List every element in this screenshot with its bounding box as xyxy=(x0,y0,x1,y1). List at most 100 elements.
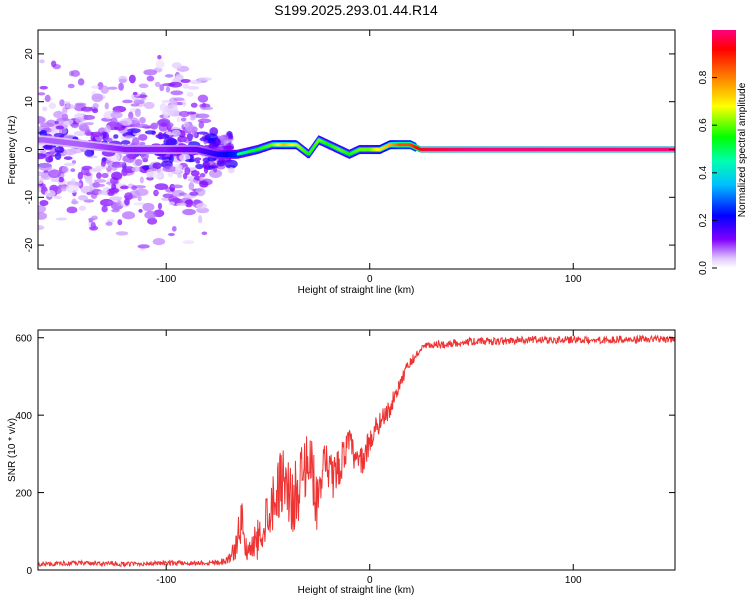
snr-line xyxy=(38,334,675,568)
noise-blob xyxy=(97,190,108,195)
noise-blob xyxy=(121,211,136,220)
noise-blob xyxy=(166,122,174,128)
noise-blob xyxy=(191,130,198,138)
noise-blob xyxy=(42,106,48,112)
noise-blob xyxy=(63,101,71,105)
snr-x-label: Height of straight line (km) xyxy=(298,585,415,596)
noise-blob xyxy=(107,86,118,90)
y-tick-label: 20 xyxy=(24,48,35,60)
noise-blob xyxy=(63,156,73,160)
noise-blob xyxy=(96,172,102,179)
noise-blob xyxy=(61,166,69,173)
noise-blob xyxy=(162,165,177,172)
noise-blob xyxy=(197,94,209,103)
noise-blob xyxy=(84,149,95,157)
noise-blob xyxy=(120,140,131,145)
noise-blob xyxy=(122,99,133,104)
noise-blob xyxy=(186,133,193,142)
noise-blob xyxy=(200,106,214,111)
spectrogram-heatmap xyxy=(38,54,675,251)
noise-blob xyxy=(38,92,46,96)
x-tick-label: 100 xyxy=(565,575,582,586)
noise-blob xyxy=(168,81,183,88)
noise-blob xyxy=(48,102,57,110)
noise-blob xyxy=(44,190,56,198)
noise-blob xyxy=(173,97,185,102)
noise-blob xyxy=(53,110,64,119)
noise-blob xyxy=(85,172,92,177)
noise-blob xyxy=(160,122,168,127)
y-tick-label: -10 xyxy=(24,190,35,205)
noise-blob xyxy=(188,182,195,191)
noise-blob xyxy=(168,154,174,164)
noise-blob xyxy=(48,169,62,179)
noise-blob xyxy=(165,86,171,93)
noise-blob xyxy=(134,108,141,118)
noise-blob xyxy=(171,129,181,137)
noise-blob xyxy=(88,217,96,221)
noise-blob xyxy=(149,124,156,129)
noise-blob xyxy=(134,123,149,129)
noise-blob xyxy=(162,193,174,199)
noise-blob xyxy=(101,172,109,179)
spectrogram-y-label: Frequency (Hz) xyxy=(7,116,18,185)
noise-blob xyxy=(195,163,204,170)
noise-blob xyxy=(204,133,218,142)
noise-blob xyxy=(207,165,219,169)
noise-blob xyxy=(108,187,120,193)
noise-blob xyxy=(120,185,129,190)
noise-blob xyxy=(197,215,203,224)
noise-blob xyxy=(113,134,119,139)
noise-blob xyxy=(121,168,128,177)
noise-blob xyxy=(50,60,57,68)
noise-blob xyxy=(78,124,90,132)
noise-blob xyxy=(39,59,45,64)
noise-blob xyxy=(57,119,64,126)
noise-blob xyxy=(168,232,175,237)
chart-title: S199.2025.293.01.44.R14 xyxy=(274,2,438,18)
noise-blob xyxy=(195,160,201,164)
noise-blob xyxy=(131,166,141,172)
noise-blob xyxy=(175,165,181,173)
noise-blob xyxy=(38,153,47,160)
noise-blob xyxy=(190,116,196,121)
noise-blob xyxy=(131,185,138,191)
noise-blob xyxy=(64,104,76,109)
noise-blob xyxy=(190,102,198,108)
colorbar-tick-label: 0.2 xyxy=(698,213,709,227)
noise-blob xyxy=(203,164,209,174)
noise-blob xyxy=(48,155,54,162)
noise-blob xyxy=(197,131,209,135)
noise-blob xyxy=(134,188,149,197)
noise-blob xyxy=(180,117,187,122)
noise-blob xyxy=(93,179,107,183)
x-tick-label: -100 xyxy=(156,274,176,285)
noise-blob xyxy=(167,171,173,178)
noise-blob xyxy=(157,131,163,140)
colorbar-ticks: 0.0 0.2 0.4 0.6 0.8 xyxy=(698,70,717,275)
noise-blob xyxy=(171,225,177,232)
noise-blob xyxy=(161,197,171,201)
noise-blob xyxy=(54,195,62,200)
noise-blob xyxy=(139,176,144,184)
noise-blob xyxy=(97,183,105,187)
noise-blob xyxy=(91,131,103,138)
noise-blob xyxy=(228,135,234,140)
noise-blob xyxy=(90,222,96,230)
noise-blob xyxy=(208,143,215,149)
noise-blob xyxy=(178,110,190,118)
noise-blob xyxy=(104,125,111,134)
noise-blob xyxy=(55,217,68,221)
noise-blob xyxy=(107,200,116,205)
noise-blob xyxy=(177,173,183,179)
colorbar-tick-label: 0.8 xyxy=(698,70,709,84)
noise-blob xyxy=(154,183,169,190)
noise-blob xyxy=(124,192,133,201)
noise-blob xyxy=(81,114,96,121)
y-tick-label: 200 xyxy=(15,489,32,500)
noise-blob xyxy=(134,158,143,166)
noise-blob xyxy=(143,69,158,76)
noise-blob xyxy=(104,102,109,110)
noise-blob xyxy=(132,91,138,96)
